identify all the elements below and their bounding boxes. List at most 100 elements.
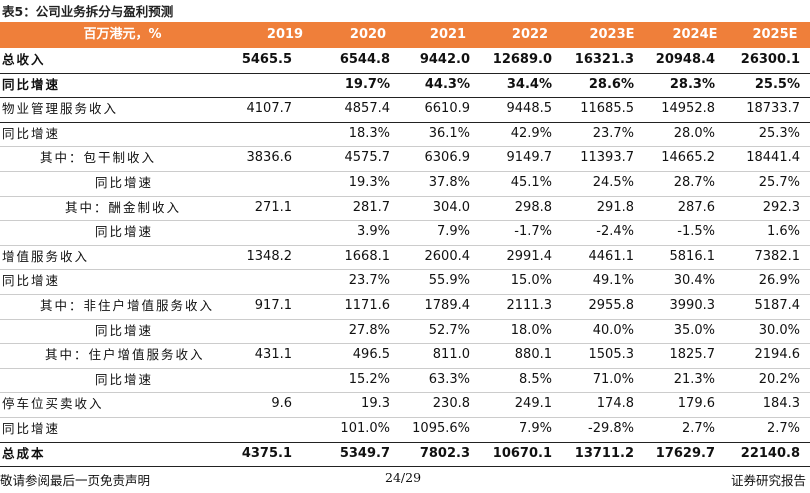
cell-value: 1825.7 — [669, 347, 716, 363]
row-label: 同比增速 — [95, 322, 154, 338]
cell-value: 9442.0 — [419, 52, 470, 67]
cell-value: 19.3 — [361, 396, 390, 412]
cell-value: 40.0% — [592, 322, 634, 338]
header-year: 2019 — [266, 27, 304, 42]
cell-value: 34.4% — [506, 76, 552, 92]
cell-value: 30.0% — [758, 322, 800, 338]
header-row — [0, 22, 810, 48]
row-label: 其中：住户增值服务收入 — [45, 347, 205, 363]
row-label: 同比增速 — [2, 125, 61, 141]
cell-value: 14665.2 — [661, 150, 715, 166]
row-label: 同比增速 — [95, 371, 154, 387]
cell-value: 25.3% — [758, 125, 800, 141]
cell-value: 496.5 — [352, 347, 390, 363]
footer-report: 证券研究报告 — [730, 473, 806, 488]
cell-value: 4375.1 — [241, 445, 292, 461]
row-divider — [0, 97, 810, 99]
cell-value: 20.2% — [758, 371, 800, 387]
cell-value: 2955.8 — [588, 298, 635, 313]
cell-value: 7.9% — [436, 224, 470, 240]
cell-value: 4461.1 — [588, 248, 635, 264]
cell-value: 3990.3 — [669, 298, 716, 313]
cell-value: 1505.3 — [588, 347, 635, 363]
cell-value: -2.4% — [596, 224, 634, 240]
cell-value: -1.5% — [677, 224, 715, 240]
cell-value: 6610.9 — [424, 101, 471, 117]
cell-value: 184.3 — [762, 396, 800, 412]
cell-value: 298.8 — [514, 199, 552, 215]
cell-value: 15.2% — [348, 371, 390, 387]
cell-value: 917.1 — [254, 298, 292, 313]
cell-value: 8.5% — [518, 371, 552, 387]
cell-value: 2111.3 — [506, 298, 553, 313]
cell-value: 6306.9 — [424, 150, 471, 166]
cell-value: 9.6 — [271, 396, 292, 412]
cell-value: 271.1 — [254, 199, 292, 215]
cell-value: 71.0% — [592, 371, 634, 387]
cell-value: 63.3% — [428, 371, 470, 387]
page-number: 24/29 — [385, 470, 422, 485]
cell-value: 5349.7 — [339, 445, 390, 461]
cell-value: 880.1 — [514, 347, 552, 363]
cell-value: 10670.1 — [492, 445, 552, 461]
header-year: 2020 — [349, 27, 387, 42]
cell-value: 4575.7 — [344, 150, 391, 166]
cell-value: 7.9% — [518, 421, 552, 436]
row-divider — [0, 441, 810, 443]
cell-value: 2600.4 — [424, 248, 471, 264]
cell-value: 36.1% — [428, 125, 470, 141]
cell-value: 49.1% — [592, 273, 634, 289]
cell-value: 28.3% — [669, 76, 715, 92]
row-label: 其中：包干制收入 — [40, 150, 157, 166]
row-divider — [0, 318, 810, 320]
row-label: 物业管理服务收入 — [2, 101, 119, 117]
cell-value: 12689.0 — [492, 52, 552, 67]
row-divider — [0, 72, 810, 74]
cell-value: 23.7% — [348, 273, 390, 289]
row-label: 增值服务收入 — [2, 248, 90, 264]
row-label: 其中：酬金制收入 — [65, 199, 182, 215]
header-year: 2021 — [429, 27, 467, 42]
cell-value: 28.0% — [673, 125, 715, 141]
cell-value: 52.7% — [428, 322, 470, 338]
cell-value: 7382.1 — [754, 248, 801, 264]
row-divider — [0, 121, 810, 123]
cell-value: 431.1 — [254, 347, 292, 363]
cell-value: 20948.4 — [655, 52, 715, 67]
cell-value: 3.9% — [356, 224, 390, 240]
cell-value: 2.7% — [681, 421, 715, 436]
row-label: 同比增速 — [2, 273, 61, 289]
cell-value: 14952.8 — [661, 101, 715, 117]
cell-value: 25.7% — [758, 175, 800, 190]
table-title: 表5：公司业务拆分与盈利预测 — [2, 4, 174, 19]
cell-value: -29.8% — [588, 421, 634, 436]
row-divider — [0, 343, 810, 345]
row-label: 其中：非住户增值服务收入 — [40, 298, 215, 313]
cell-value: 22140.8 — [740, 445, 800, 461]
cell-value: 37.8% — [428, 175, 470, 190]
row-label: 同比增速 — [2, 76, 61, 92]
cell-value: 4107.7 — [246, 101, 293, 117]
cell-value: 1095.6% — [412, 421, 470, 436]
cell-value: 5816.1 — [669, 248, 716, 264]
cell-value: 18733.7 — [746, 101, 800, 117]
cell-value: 3836.6 — [246, 150, 293, 166]
row-label: 停车位买卖收入 — [2, 396, 104, 412]
cell-value: 2991.4 — [506, 248, 553, 264]
cell-value: 18.3% — [348, 125, 390, 141]
cell-value: 25.5% — [754, 76, 800, 92]
cell-value: 26300.1 — [740, 52, 800, 67]
row-label: 同比增速 — [2, 421, 61, 436]
cell-value: 28.7% — [673, 175, 715, 190]
row-divider — [0, 466, 810, 468]
cell-value: 1348.2 — [246, 248, 293, 264]
row-divider — [0, 244, 810, 246]
cell-value: 45.1% — [510, 175, 552, 190]
cell-value: 19.3% — [348, 175, 390, 190]
row-divider — [0, 269, 810, 271]
cell-value: 2194.6 — [754, 347, 801, 363]
cell-value: 292.3 — [762, 199, 800, 215]
cell-value: 30.4% — [673, 273, 715, 289]
cell-value: 5187.4 — [754, 298, 801, 313]
header-year: 2024E — [672, 27, 718, 42]
